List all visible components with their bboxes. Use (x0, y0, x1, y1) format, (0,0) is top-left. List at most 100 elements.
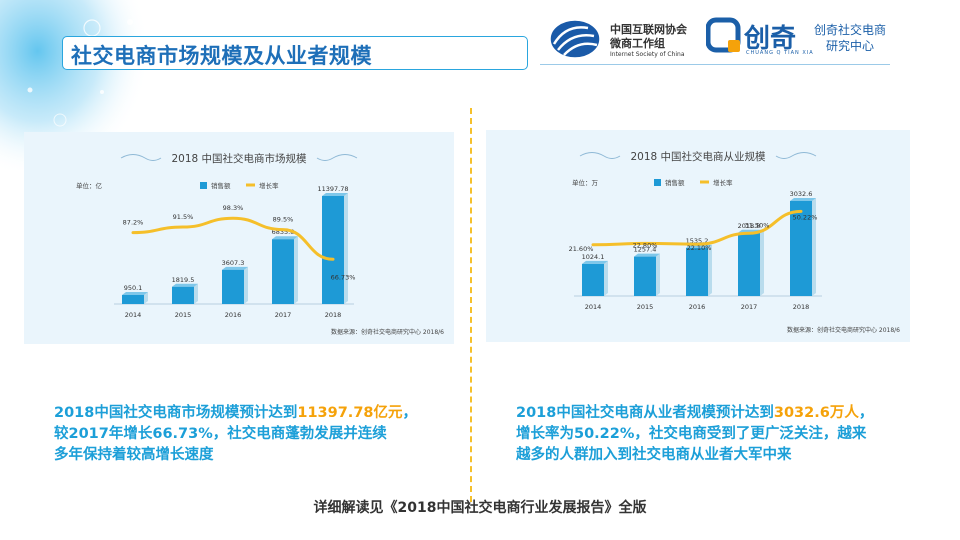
chuangqi-pinyin: CHUANG Q TIAN XIA (746, 50, 814, 56)
bar (122, 294, 144, 304)
bar-value-label: 2018.8 (738, 222, 761, 230)
legend-bar-swatch (200, 182, 207, 189)
practitioner-desc-prefix: 2018中国社交电商从业者规模预计达到 (516, 405, 774, 421)
practitioner-desc-highlight: 3032.6万人 (773, 405, 859, 421)
bar (738, 232, 760, 296)
title-flourish-right (316, 154, 358, 161)
chuangqi-name: 创奇 (744, 24, 797, 54)
market-size-description: 2018中国社交电商市场规模预计达到11397.78亿元， 较2017年增长66… (54, 403, 417, 466)
bar (172, 286, 194, 304)
research-center-name: 创奇社交电商 研究中心 (814, 22, 886, 54)
x-tick-label: 2015 (175, 311, 192, 319)
title-flourish-left (579, 152, 621, 159)
research-line1: 创奇社交电商 (814, 23, 887, 37)
data-source-note: 数据来源：创奇社交电商研究中心 2018/6 (331, 328, 444, 336)
isc-cn-line2: 微商工作组 (610, 37, 665, 50)
legend-bar-swatch (654, 179, 661, 186)
bar (222, 269, 244, 304)
isc-emblem-icon (549, 19, 601, 59)
growth-rate-label: 21.60% (569, 245, 594, 253)
research-line2: 研究中心 (826, 39, 875, 53)
bar-value-label: 6835.8 (272, 228, 295, 236)
bar-side (656, 253, 660, 296)
legend-bar-label: 销售额 (665, 178, 685, 187)
bar (790, 201, 812, 296)
bar-side (760, 229, 764, 296)
growth-rate-label: 50.22% (793, 213, 818, 221)
practitioner-desc-suffix: ， (858, 405, 874, 421)
growth-rate-label: 98.3% (223, 204, 244, 212)
data-source-note: 数据来源：创奇社交电商研究中心 2018/6 (787, 326, 900, 334)
market-desc-line3: 多年保持着较高增长速度 (54, 447, 214, 463)
isc-cn-name: 中国互联网协会 微商工作组 (610, 23, 687, 51)
x-tick-label: 2014 (585, 303, 602, 311)
bar-side (194, 283, 198, 304)
x-tick-label: 2018 (325, 311, 342, 319)
practitioner-desc-line2: 增长率为50.22%，社交电商受到了更广泛关注，越来 (516, 426, 867, 442)
bar-value-label: 11397.78 (317, 185, 348, 193)
bar-top (122, 291, 148, 295)
practitioner-description: 2018中国社交电商从业者规模预计达到3032.6万人， 增长率为50.22%，… (516, 403, 873, 466)
legend-line-label: 增长率 (713, 178, 733, 187)
isc-logo: 中国互联网协会 微商工作组 Internet Society of China (548, 18, 698, 60)
vertical-divider (470, 108, 472, 502)
x-tick-label: 2015 (637, 303, 654, 311)
x-tick-label: 2016 (225, 311, 242, 319)
x-tick-label: 2014 (125, 311, 142, 319)
market-desc-highlight: 11397.78亿元 (297, 405, 403, 421)
page-title: 社交电商市场规模及从业者规模 (71, 44, 372, 68)
bar-value-label: 1535.2 (686, 237, 709, 245)
title-bar: 社交电商市场规模及从业者规模 (62, 36, 528, 70)
unit-label: 单位：亿 (76, 181, 103, 190)
bar (322, 196, 344, 304)
x-tick-label: 2018 (793, 303, 810, 311)
growth-rate-label: 89.5% (273, 216, 294, 224)
growth-rate-label: 66.73% (331, 273, 356, 281)
legend-line-label: 增长率 (259, 181, 279, 190)
practitioner-desc-line3: 越多的人群加入到社交电商从业者大军中来 (516, 447, 792, 463)
bar-side (812, 198, 816, 296)
bar-top (222, 266, 248, 270)
growth-rate-line (131, 216, 335, 261)
isc-cn-line1: 中国互联网协会 (610, 23, 687, 36)
bar (686, 247, 708, 296)
bar (272, 239, 294, 304)
bar-value-label: 3032.6 (790, 190, 813, 198)
bar-value-label: 950.1 (124, 284, 143, 292)
growth-rate-line (591, 209, 803, 247)
footer-note: 详细解读见《2018中国社交电商行业发展报告》全版 (313, 500, 647, 516)
bar-side (708, 244, 712, 296)
title-flourish-left (120, 154, 162, 161)
bar-side (294, 236, 298, 304)
bar-side (144, 291, 148, 304)
header-rule (540, 64, 890, 65)
market-desc-prefix: 2018中国社交电商市场规模预计达到 (54, 405, 298, 421)
bar-top (582, 260, 608, 264)
bar-value-label: 3607.3 (222, 259, 245, 267)
bar-top (634, 253, 660, 257)
market-desc-line1: 2018中国社交电商市场规模预计达到11397.78亿元， (54, 403, 417, 424)
practitioner-desc-line1: 2018中国社交电商从业者规模预计达到3032.6万人， (516, 403, 873, 424)
practitioner-chart-panel: 2018 中国社交电商从业规模 单位：万 销售额 增长率 1024.1 2014 1257.… (486, 130, 910, 342)
isc-en-name: Internet Society of China (610, 51, 685, 58)
unit-label: 单位：万 (572, 178, 599, 187)
chuangqi-mark-icon (706, 17, 741, 53)
title-flourish-right (775, 152, 817, 159)
bar-value-label: 1024.1 (582, 253, 605, 261)
growth-rate-label: 31.50% (745, 221, 770, 229)
bar-side (244, 266, 248, 304)
legend-bar-label: 销售额 (211, 181, 231, 190)
bar-value-label: 1819.5 (172, 276, 195, 284)
chart-title: 2018 中国社交电商市场规模 (171, 152, 307, 165)
bar-top (172, 283, 198, 287)
x-tick-label: 2016 (689, 303, 706, 311)
bar-top (790, 198, 816, 201)
bar-side (344, 193, 348, 304)
market-size-chart-panel: 2018 中国社交电商市场规模单位：亿 销售额 增长率 950.1 2014 1819.5… (24, 132, 454, 344)
growth-rate-label: 22.10% (687, 244, 712, 252)
market-desc-suffix: ， (402, 405, 418, 421)
bar-top (272, 236, 298, 240)
